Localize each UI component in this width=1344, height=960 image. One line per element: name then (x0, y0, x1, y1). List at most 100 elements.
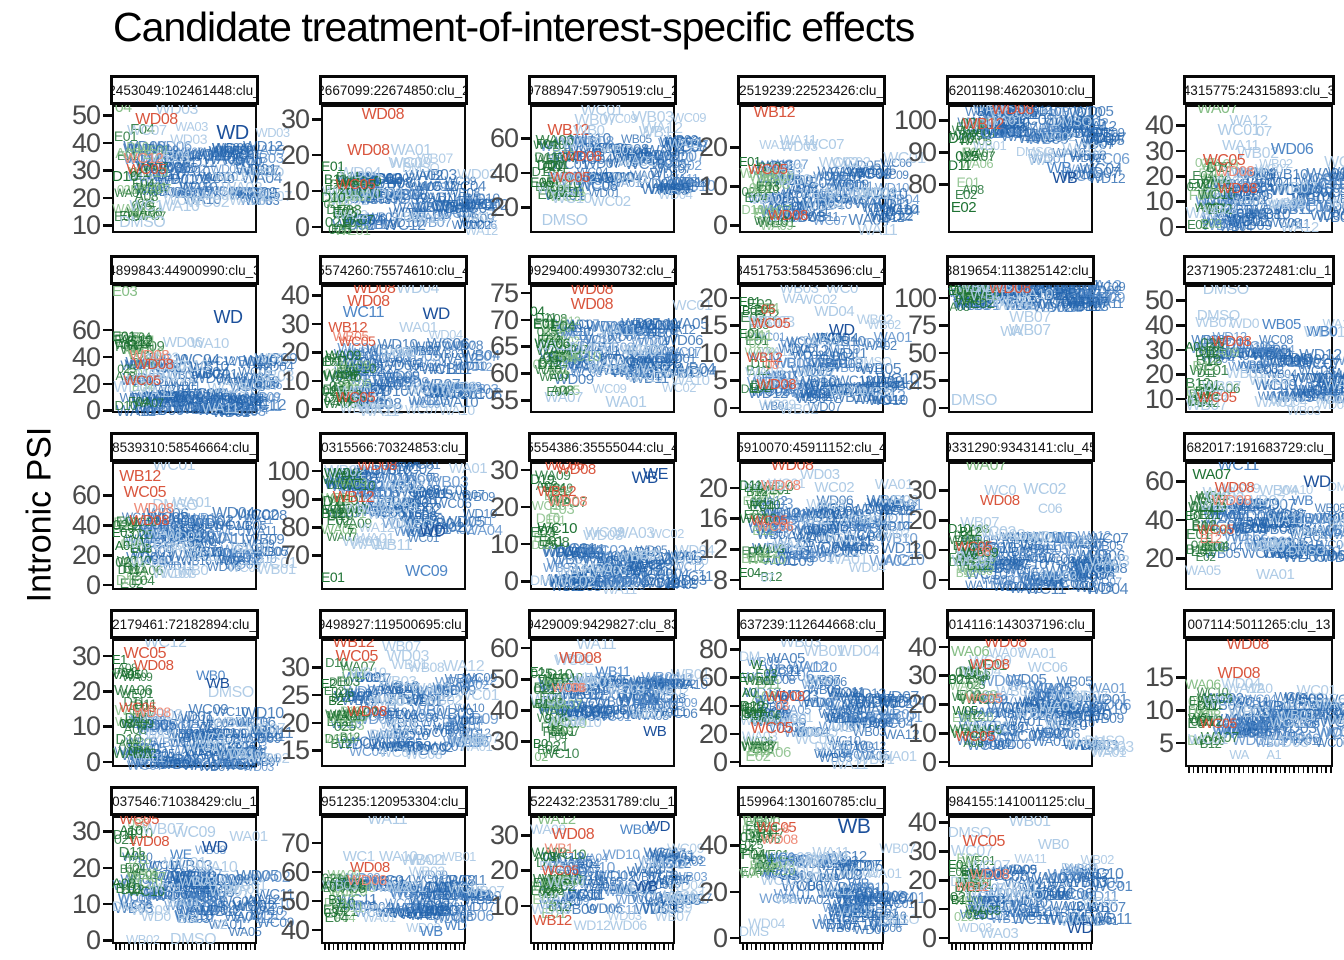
facet-strip-label: 4315775:24315893:clu_3 (1183, 82, 1335, 98)
y-tick-mark (521, 399, 530, 402)
y-tick-label: 0 (921, 564, 937, 595)
y-tick-label: 10 (907, 534, 937, 565)
sample-label-cloud: WC02 (186, 194, 230, 212)
sample-label-cloud: WC06 (168, 149, 201, 164)
y-tick-mark (521, 372, 530, 375)
facet-strip: 984155:141001125:clu_ (946, 786, 1095, 816)
x-tick-mark (445, 944, 447, 950)
sample-label: DMS (739, 923, 769, 940)
y-tick-label: 20 (907, 689, 937, 720)
sample-label: WA01 (172, 494, 212, 512)
facet-strip-label: 8539310:58546664:clu_ (112, 439, 257, 455)
y-tick-mark (103, 196, 112, 200)
y-tick-label: 16 (698, 503, 728, 534)
x-tick-mark (836, 944, 838, 950)
sample-label-cloud: WC07 (657, 161, 692, 177)
sample-label-cloud: WC02 (162, 185, 200, 202)
facet-strip-label: 4899843:44900990:clu_3 (110, 262, 259, 278)
sample-label: WD08 (1211, 332, 1252, 350)
y-tick-mark (103, 169, 112, 172)
sample-label-cloud: B12 (130, 205, 156, 223)
y-tick-label: 10 (280, 175, 310, 206)
sample-label: W05 (952, 703, 978, 719)
x-tick-mark (951, 944, 953, 950)
y-tick-label: 0 (85, 925, 101, 956)
x-tick-mark (582, 944, 584, 950)
sample-label: WC05 (955, 727, 995, 745)
y-tick-mark (312, 379, 321, 383)
sample-label-cloud: WB07 (150, 154, 188, 171)
sample-label: WB11 (595, 663, 631, 679)
sample-label-cloud: WC09 (444, 174, 477, 189)
y-tick-mark (103, 494, 112, 497)
sample-label-cloud: WC07 (404, 401, 440, 417)
sample-label-cloud: WC01 (226, 146, 262, 162)
sample-label: WB10 (350, 664, 387, 681)
sample-label: WD08 (1211, 491, 1252, 509)
sample-label-cloud: WA12 (562, 170, 596, 186)
sample-label-cloud: WA12 (538, 889, 578, 907)
facet-strip-label: 2179461:72182894:clu_ (112, 616, 257, 632)
y-tick-mark (521, 740, 530, 743)
facet-strip: 5574260:75574610:clu_4 (319, 255, 468, 285)
sample-label-cloud: D11 (547, 156, 569, 172)
facet-strip: 9929400:49930732:clu_4 (528, 255, 677, 285)
sample-label-cloud: WC09 (545, 712, 586, 730)
sample-label: WA05 (1185, 561, 1221, 578)
y-tick-label: 20 (280, 337, 310, 368)
y-tick-mark (730, 704, 739, 708)
sample-label: WD08 (133, 703, 171, 720)
y-tick-label: 20 (698, 132, 728, 163)
x-tick-mark (631, 944, 634, 950)
y-tick-mark (312, 666, 321, 669)
sample-label-cloud: WB08 (362, 216, 397, 232)
sample-label: D11 (739, 477, 763, 494)
y-tick-mark (939, 119, 948, 122)
sample-label-cloud: F04 (131, 174, 155, 191)
sample-label: WC05 (335, 175, 376, 193)
sample-label-cloud: A08 (962, 182, 984, 198)
sample-label-cloud: WA05 (202, 150, 244, 168)
sample-label-cloud: WC04 (573, 150, 613, 168)
sample-label: A0 (741, 685, 757, 701)
sample-label-cloud: WB02 (371, 493, 409, 510)
sample-label-cloud: WA07 (138, 181, 172, 197)
sample-label: B12 (959, 523, 982, 539)
sample-label-cloud: WD04 (361, 185, 404, 203)
sample-label-cloud: WD09 (547, 149, 583, 165)
sample-label: 03 (119, 715, 133, 731)
sample-label-cloud: WD01 (208, 144, 252, 162)
y-tick-mark (312, 928, 321, 932)
x-tick-mark (222, 944, 225, 950)
sample-label-cloud: WA05 (407, 179, 441, 195)
sample-label-cloud: DMSO (369, 725, 410, 742)
sample-label: WD06 (609, 916, 647, 933)
sample-label-cloud: WD01 (221, 152, 261, 170)
sample-label-cloud: WB03 (656, 183, 688, 198)
sample-label-cloud: WA12 (548, 169, 585, 186)
sample-label: WD06 (1270, 140, 1314, 158)
sample-label-cloud: WA02 (404, 167, 444, 185)
y-tick-mark (730, 760, 739, 764)
sample-label: E01 (532, 315, 557, 332)
sample-label-cloud: WD11 (177, 154, 217, 171)
sample-label-cloud: WC12 (382, 216, 426, 234)
y-tick-label: 30 (71, 155, 101, 186)
sample-label: WD (1303, 471, 1331, 491)
y-tick-mark (939, 296, 948, 300)
sample-label-cloud: WA05 (246, 141, 285, 159)
sample-label-cloud: WC08 (664, 138, 708, 156)
x-tick-mark (359, 944, 362, 950)
y-tick-label: 30 (489, 820, 519, 851)
sample-label-cloud: E02 (537, 185, 562, 202)
sample-label-cloud: WD09 (388, 204, 426, 221)
y-tick-mark (521, 678, 530, 681)
sample-label-cloud: WD01 (465, 194, 498, 209)
y-tick-mark (1176, 348, 1185, 352)
facet-strip: 2371905:2372481:clu_1 (1183, 255, 1335, 285)
x-tick-mark (150, 944, 153, 950)
sample-label: WD04 (814, 303, 855, 321)
x-tick-mark (768, 944, 771, 950)
x-tick-mark (586, 944, 589, 950)
sample-label-cloud: F04 (130, 121, 155, 139)
